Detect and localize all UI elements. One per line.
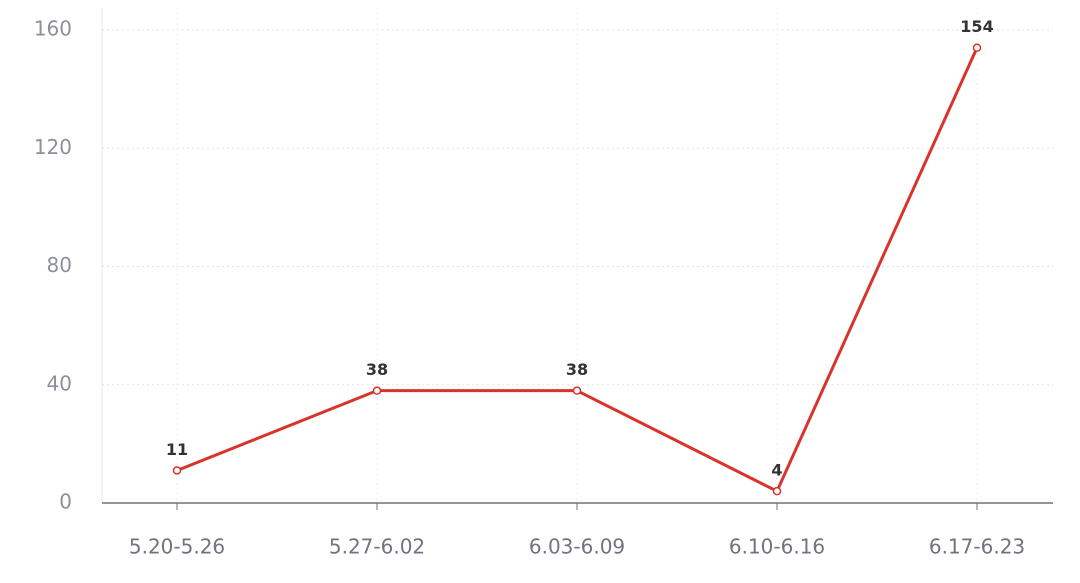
data-label: 38 (366, 360, 388, 379)
point (972, 43, 982, 52)
y-tick-label: 80 (47, 253, 72, 277)
point (372, 386, 382, 395)
x-tick-label: 6.10-6.16 (729, 535, 825, 559)
point (172, 466, 182, 475)
point (772, 486, 782, 496)
y-tick-label: 120 (34, 135, 72, 159)
y-tick-label: 0 (59, 490, 72, 514)
x-tick-label: 6.03-6.09 (529, 535, 625, 559)
data-label: 154 (960, 17, 993, 36)
y-tick-label: 40 (47, 371, 72, 395)
point (572, 386, 582, 395)
data-label: 11 (166, 440, 188, 459)
x-tick-label: 5.20-5.26 (129, 535, 225, 559)
x-tick-label: 5.27-6.02 (329, 535, 425, 559)
x-tick-label: 6.17-6.23 (929, 535, 1025, 559)
data-label: 4 (771, 461, 782, 480)
data-label: 38 (566, 360, 588, 379)
y-tick-label: 160 (34, 17, 72, 41)
